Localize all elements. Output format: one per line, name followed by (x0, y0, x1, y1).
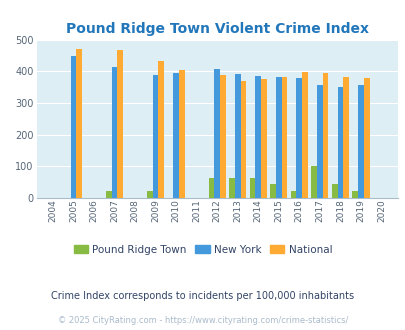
Bar (76, 49, 82, 198)
Bar (240, 82, 246, 198)
Bar (316, 84, 322, 198)
Bar (322, 73, 328, 198)
Bar (255, 76, 260, 198)
Bar (311, 166, 316, 198)
Bar (296, 78, 301, 198)
Bar (363, 78, 369, 198)
Bar (337, 87, 342, 198)
Bar (220, 75, 225, 198)
Title: Pound Ridge Town Violent Crime Index: Pound Ridge Town Violent Crime Index (66, 22, 368, 36)
Bar (179, 70, 184, 198)
Bar (290, 191, 296, 198)
Bar (352, 191, 357, 198)
Bar (152, 75, 158, 198)
Bar (70, 56, 76, 198)
Bar (301, 72, 307, 198)
Legend: Pound Ridge Town, New York, National: Pound Ridge Town, New York, National (69, 241, 336, 259)
Bar (106, 191, 111, 198)
Bar (281, 77, 287, 198)
Bar (234, 74, 240, 198)
Bar (214, 69, 220, 198)
Bar (260, 79, 266, 198)
Text: © 2025 CityRating.com - https://www.cityrating.com/crime-statistics/: © 2025 CityRating.com - https://www.city… (58, 316, 347, 325)
Bar (275, 77, 281, 198)
Bar (228, 178, 234, 198)
Text: Crime Index corresponds to incidents per 100,000 inhabitants: Crime Index corresponds to incidents per… (51, 291, 354, 301)
Bar (269, 184, 275, 198)
Bar (342, 77, 348, 198)
Bar (117, 50, 123, 198)
Bar (111, 67, 117, 198)
Bar (357, 85, 363, 198)
Bar (147, 191, 152, 198)
Bar (331, 184, 337, 198)
Bar (249, 178, 255, 198)
Bar (173, 73, 179, 198)
Bar (208, 178, 214, 198)
Bar (158, 61, 164, 198)
